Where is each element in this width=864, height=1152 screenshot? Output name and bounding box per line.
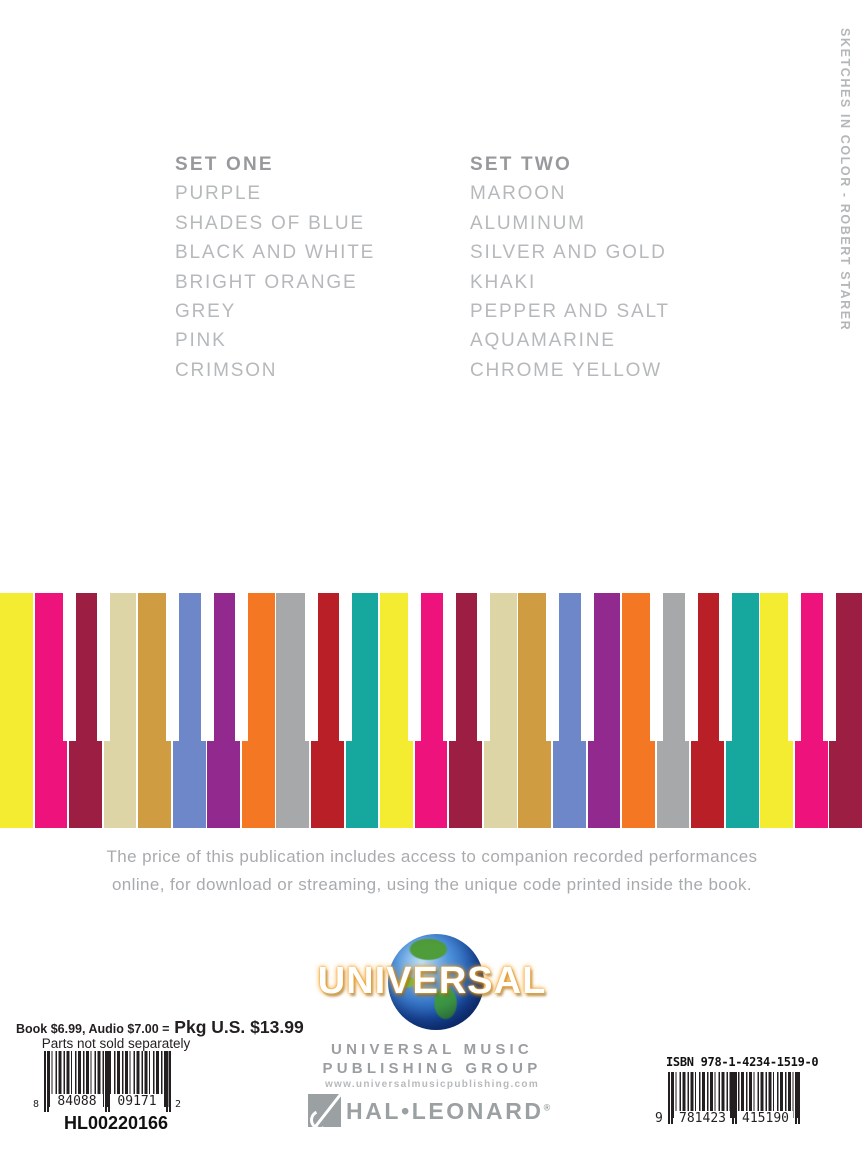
track-title: PEPPER AND SALT bbox=[470, 301, 670, 323]
piano-black-key bbox=[650, 593, 664, 741]
upc-digit-left: 8 bbox=[33, 1099, 40, 1110]
piano-black-key bbox=[62, 593, 76, 741]
piano-key-pink bbox=[34, 593, 68, 828]
upc-digit-right: 2 bbox=[174, 1099, 181, 1110]
track-title: SILVER AND GOLD bbox=[470, 242, 667, 264]
piano-black-key bbox=[477, 593, 491, 741]
piano-key-gold bbox=[138, 593, 171, 828]
track-title: PINK bbox=[175, 330, 227, 352]
track-title: CRIMSON bbox=[175, 359, 278, 381]
piano-black-key bbox=[97, 593, 111, 741]
piano-key-orange bbox=[622, 593, 655, 828]
piano-black-key bbox=[719, 593, 733, 741]
upc-guard-left2 bbox=[47, 1051, 49, 1112]
publisher-name-line1: UNIVERSAL MUSIC bbox=[331, 1041, 533, 1058]
piano-black-key bbox=[442, 593, 456, 741]
track-title: BLACK AND WHITE bbox=[175, 242, 376, 264]
track-title: BRIGHT ORANGE bbox=[175, 271, 358, 293]
set-two-list: SET TWO MAROON ALUMINUM SILVER AND GOLD … bbox=[470, 150, 670, 385]
publisher-website: www.universalmusicpublishing.com bbox=[324, 1079, 540, 1090]
upc-digits-group2: 09171 bbox=[110, 1094, 164, 1110]
piano-black-key bbox=[235, 593, 249, 741]
piano-black-key bbox=[339, 593, 353, 741]
colored-keyboard-illustration bbox=[0, 593, 864, 828]
price-package-value: Pkg U.S. $13.99 bbox=[174, 1017, 304, 1037]
spine-title: SKETCHES IN COLOR - ROBERT STARER bbox=[838, 28, 852, 332]
piano-key-gray bbox=[276, 593, 310, 828]
piano-key-gold bbox=[518, 593, 552, 828]
piano-black-key bbox=[788, 593, 802, 741]
upc-guard-middle bbox=[105, 1051, 107, 1112]
ean-digits-group1: 781423 bbox=[675, 1111, 730, 1126]
track-title: SHADES OF BLUE bbox=[175, 212, 365, 234]
piano-key-yellow bbox=[380, 593, 413, 828]
access-note-line1: The price of this publication includes a… bbox=[106, 847, 758, 866]
piano-black-key bbox=[546, 593, 560, 741]
piano-black-key bbox=[304, 593, 318, 741]
piano-black-key bbox=[200, 593, 214, 741]
set-one-header: SET ONE bbox=[175, 154, 274, 175]
track-title: PURPLE bbox=[175, 183, 262, 205]
price-package: Pkg U.S. $13.99 bbox=[169, 1017, 303, 1037]
piano-key-yellow bbox=[0, 593, 33, 828]
ean-guard-middle bbox=[732, 1072, 734, 1124]
piano-key-yellow bbox=[760, 593, 794, 828]
upc-guard-right2 bbox=[169, 1051, 171, 1112]
universal-globe-logo bbox=[388, 934, 484, 1030]
publisher-name-line2: PUBLISHING GROUP bbox=[322, 1060, 542, 1077]
hal-leonard-text: HAL•LEONARD bbox=[346, 1098, 544, 1124]
track-title: MAROON bbox=[470, 183, 567, 205]
track-title: CHROME YELLOW bbox=[470, 359, 662, 381]
access-note-line2: online, for download or streaming, using… bbox=[111, 875, 753, 894]
price-prefix: Book $6.99, Audio $7.00 = bbox=[16, 1022, 170, 1036]
ean-guard-left bbox=[668, 1072, 670, 1124]
track-title: KHAKI bbox=[470, 271, 537, 293]
isbn-barcode: 781423 415190 9 bbox=[655, 1072, 800, 1126]
upc-digits-group1: 84088 bbox=[51, 1094, 103, 1110]
ean-guard-right2 bbox=[798, 1072, 800, 1124]
hal-leonard-logo-icon bbox=[308, 1094, 341, 1127]
access-note: The price of this publication includes a… bbox=[0, 843, 864, 899]
upc-guard-left bbox=[44, 1051, 46, 1112]
hal-leonard-wordmark: HAL•LEONARD® bbox=[346, 1098, 550, 1125]
ean-digit-left: 9 bbox=[655, 1111, 663, 1126]
upc-guard-right bbox=[166, 1051, 168, 1112]
ean-guard-middle2 bbox=[735, 1072, 737, 1124]
catalog-number: HL00220166 bbox=[63, 1113, 169, 1133]
ean-digits-group2: 415190 bbox=[738, 1111, 793, 1126]
piano-black-key bbox=[684, 593, 698, 741]
ean-guard-right bbox=[795, 1072, 797, 1124]
upc-guard-middle2 bbox=[108, 1051, 110, 1112]
parts-note: Parts not sold separately bbox=[41, 1036, 191, 1051]
ean-guard-left2 bbox=[671, 1072, 673, 1124]
registered-mark: ® bbox=[543, 1102, 551, 1113]
piano-black-key bbox=[581, 593, 595, 741]
track-title: AQUAMARINE bbox=[470, 330, 616, 352]
track-title: ALUMINUM bbox=[470, 212, 586, 234]
piano-black-key bbox=[166, 593, 180, 741]
piano-black-key bbox=[408, 593, 422, 741]
upc-barcode: 84088 09171 8 2 bbox=[33, 1051, 181, 1112]
universal-wordmark: UNIVERSAL bbox=[317, 960, 547, 1002]
set-one-list: SET ONE PURPLE SHADES OF BLUE BLACK AND … bbox=[175, 150, 375, 385]
set-two-header: SET TWO bbox=[470, 154, 572, 175]
piano-black-key bbox=[822, 593, 836, 741]
price-line: Book $6.99, Audio $7.00 = Pkg U.S. $13.9… bbox=[16, 1017, 304, 1038]
track-title: GREY bbox=[175, 301, 237, 323]
isbn-label: ISBN 978-1-4234-1519-0 bbox=[666, 1055, 819, 1069]
